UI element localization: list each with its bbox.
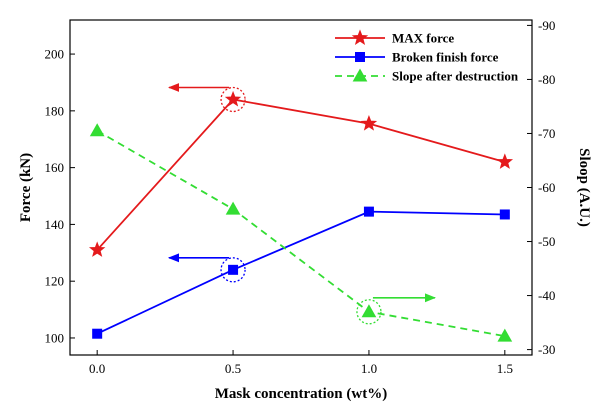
star-marker <box>88 241 106 257</box>
square-marker <box>363 206 374 217</box>
y-left-tick-label: 100 <box>45 330 65 345</box>
y-axis-left-title: Force (kN) <box>18 153 34 222</box>
y-right-tick-label: -70 <box>538 126 555 141</box>
square-marker <box>228 264 239 275</box>
square-marker <box>355 52 365 62</box>
x-tick-label: 0.5 <box>225 361 241 376</box>
y-right-tick-label: -30 <box>538 342 555 357</box>
triangle-marker <box>89 123 105 137</box>
legend-label: Slope after destruction <box>392 69 519 84</box>
series-line <box>96 129 505 337</box>
legend-label: Broken finish force <box>392 50 499 65</box>
series-group <box>88 90 514 342</box>
y-right-tick-label: -40 <box>538 288 555 303</box>
annotations <box>167 83 437 325</box>
highlight-circle <box>356 299 382 325</box>
y-right-tick-label: -60 <box>538 180 555 195</box>
square-marker <box>92 328 103 339</box>
legend-label: MAX force <box>392 31 454 46</box>
series-1 <box>92 206 510 339</box>
legend: MAX force Broken finish force Slope after … <box>335 29 519 84</box>
y-right-tick-label: -80 <box>538 72 555 87</box>
highlight-circle <box>220 257 246 283</box>
y-left-tick-label: 140 <box>45 217 65 232</box>
legend-item: Slope after destruction <box>335 68 519 84</box>
x-axis-title: Mask concentration (wt%) <box>215 386 387 402</box>
star-marker <box>360 115 378 131</box>
star-marker <box>496 153 514 169</box>
series-line <box>96 210 505 335</box>
y-left-tick-label: 200 <box>45 47 65 62</box>
y-left-tick-label: 120 <box>45 274 65 289</box>
legend-item: Broken finish force <box>335 50 499 65</box>
axes: 0.0 0.5 1.0 1.5 100 120 140 160 180 200 -30 -40 -50 -… <box>45 18 556 376</box>
triangle-marker <box>352 68 368 82</box>
triangle-marker <box>361 304 377 318</box>
y-left-tick-label: 180 <box>45 103 65 118</box>
y-left-tick-label: 160 <box>45 160 65 175</box>
y-right-tick-label: -90 <box>538 18 555 33</box>
x-tick-label: 0.0 <box>89 361 105 376</box>
y-right-tick-label: -50 <box>538 234 555 249</box>
y-axis-right-title: Sloop (A.U.) <box>576 148 592 227</box>
highlight-circle <box>220 86 246 113</box>
x-tick-label: 1.0 <box>361 361 377 376</box>
series-2 <box>89 123 513 342</box>
triangle-marker <box>497 328 513 342</box>
square-marker <box>499 209 510 220</box>
triangle-marker <box>225 201 241 215</box>
x-tick-label: 1.5 <box>497 361 513 376</box>
star-marker <box>351 29 369 45</box>
star-marker <box>224 90 242 107</box>
legend-item: MAX force <box>335 29 454 46</box>
series-line <box>96 98 506 251</box>
series-0 <box>88 90 514 257</box>
